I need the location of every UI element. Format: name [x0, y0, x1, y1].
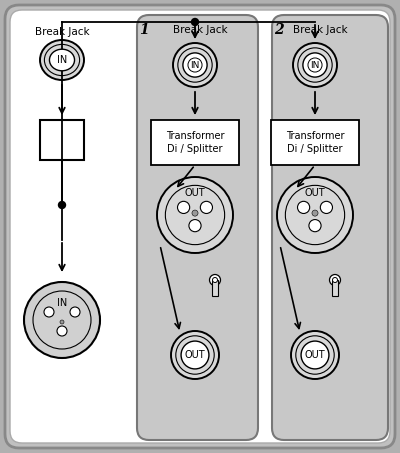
Circle shape — [308, 58, 322, 72]
Circle shape — [183, 53, 207, 77]
Circle shape — [200, 201, 212, 213]
Text: OUT: OUT — [305, 188, 325, 198]
Circle shape — [192, 210, 198, 216]
Circle shape — [165, 185, 225, 245]
Circle shape — [277, 177, 353, 253]
Circle shape — [44, 307, 54, 317]
Circle shape — [298, 48, 332, 82]
Text: Transformer
Di / Splitter: Transformer Di / Splitter — [286, 131, 344, 154]
Text: Break Jack: Break Jack — [173, 25, 227, 35]
Text: 2: 2 — [274, 23, 284, 37]
Ellipse shape — [50, 49, 74, 71]
Circle shape — [189, 220, 201, 232]
Circle shape — [212, 278, 218, 283]
Text: IN: IN — [57, 55, 67, 65]
Circle shape — [330, 275, 340, 285]
Text: Break Jack: Break Jack — [293, 25, 347, 35]
Text: OUT: OUT — [185, 188, 205, 198]
Text: OUT: OUT — [185, 350, 205, 360]
Text: IN: IN — [57, 298, 67, 308]
Bar — [332, 280, 338, 296]
FancyBboxPatch shape — [137, 15, 258, 440]
Circle shape — [210, 275, 220, 285]
Circle shape — [309, 220, 321, 232]
FancyBboxPatch shape — [272, 15, 388, 440]
Circle shape — [33, 291, 91, 349]
Circle shape — [171, 331, 219, 379]
Text: IN: IN — [310, 61, 320, 69]
Circle shape — [181, 341, 209, 369]
Bar — [151, 120, 239, 165]
Text: Break Jack: Break Jack — [35, 27, 89, 37]
Ellipse shape — [40, 40, 84, 80]
FancyBboxPatch shape — [5, 5, 395, 448]
Text: IN: IN — [190, 61, 200, 69]
Circle shape — [296, 336, 334, 374]
Bar — [40, 120, 84, 160]
Text: OUT: OUT — [305, 350, 325, 360]
Circle shape — [70, 307, 80, 317]
Circle shape — [60, 320, 64, 324]
Circle shape — [24, 282, 100, 358]
Circle shape — [192, 19, 198, 25]
FancyBboxPatch shape — [10, 10, 390, 443]
Bar — [271, 120, 359, 165]
Circle shape — [285, 185, 345, 245]
Circle shape — [188, 58, 202, 72]
Text: Transformer
Di / Splitter: Transformer Di / Splitter — [166, 131, 224, 154]
Circle shape — [173, 43, 217, 87]
Circle shape — [291, 331, 339, 379]
Circle shape — [298, 201, 310, 213]
Circle shape — [57, 326, 67, 336]
Circle shape — [332, 278, 338, 283]
Circle shape — [178, 201, 190, 213]
Circle shape — [178, 48, 212, 82]
Circle shape — [303, 53, 327, 77]
Ellipse shape — [44, 44, 80, 76]
Bar — [212, 280, 218, 296]
Circle shape — [157, 177, 233, 253]
Circle shape — [176, 336, 214, 374]
Text: 1: 1 — [139, 23, 149, 37]
Circle shape — [320, 201, 332, 213]
Circle shape — [293, 43, 337, 87]
Circle shape — [312, 210, 318, 216]
Circle shape — [301, 341, 329, 369]
Circle shape — [58, 202, 66, 208]
